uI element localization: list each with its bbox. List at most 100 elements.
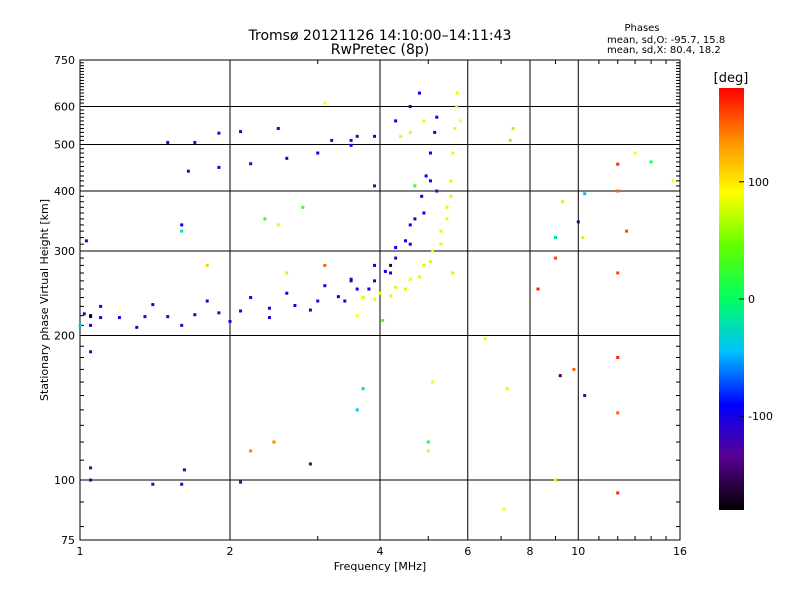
data-point [422,263,426,267]
data-point [349,277,353,281]
y-tick-label: 600 [54,101,75,114]
data-point [249,449,253,453]
stats-x-line: mean, sd,X: 80.4, 18.2 [607,45,721,56]
data-point [381,318,385,322]
data-point [581,236,585,240]
data-point [399,134,403,138]
data-point [576,220,580,224]
data-point [616,411,620,415]
data-point [455,105,459,109]
data-point [505,387,509,391]
data-point [117,316,121,320]
data-point [583,394,587,398]
data-point [308,462,312,466]
data-point [285,156,289,160]
data-point [451,271,455,275]
data-point [361,296,365,300]
data-point [511,126,515,130]
data-point [367,287,371,291]
x-tick-label: 10 [571,545,585,558]
data-point [426,449,430,453]
data-point [422,211,426,215]
data-point [553,256,557,260]
data-point [449,179,453,183]
data-point [439,242,443,246]
data-point [616,355,620,359]
axis-ticks: 1 2 4 6 8 10 16 75 100 200 300 400 500 600 750 [54,54,687,558]
data-point [349,138,353,142]
data-point [84,239,88,243]
data-point [272,440,276,444]
colorbar-label: [deg] [714,71,749,86]
y-tick-label: 750 [54,54,75,67]
y-tick-label: 200 [54,330,75,343]
data-point [151,303,155,307]
data-point [180,223,184,227]
data-point [182,468,186,472]
data-point [355,134,359,138]
data-point [616,189,620,193]
data-point [502,507,506,511]
data-point [394,246,398,250]
data-point [267,306,271,310]
data-point [99,304,103,308]
colorbar: 100 0 -100 [719,88,773,510]
data-point [323,263,327,267]
data-point [193,140,197,144]
chart-title: Tromsø 20121126 14:10:00–14:11:43 [248,28,512,44]
data-point [293,303,297,307]
data-point [349,143,353,147]
chart-subtitle: RwPretec (8p) [331,42,429,58]
data-point [249,296,253,300]
data-point [323,284,327,288]
data-point [361,387,365,391]
stats-o-line: mean, sd,O: -95.7, 15.8 [607,35,725,46]
data-point [583,192,587,196]
data-point [633,151,637,155]
data-point [217,131,221,135]
data-point [417,91,421,95]
colorbar-tick-label: 0 [748,293,755,306]
data-point [301,205,305,209]
data-point [249,162,253,166]
data-point [355,287,359,291]
data-point [553,478,557,482]
stats-heading: Phases [624,23,659,34]
data-point [408,130,412,134]
y-tick-label: 400 [54,185,75,198]
data-point [616,491,620,495]
data-point [186,169,190,173]
data-point [239,480,243,484]
data-point [671,179,675,183]
x-tick-label: 6 [464,545,471,558]
data-point [228,319,232,323]
data-point [205,299,209,303]
data-point [403,287,407,291]
data-point [413,217,417,221]
data-point [373,297,377,301]
data-point [428,179,432,183]
data-point [89,314,93,318]
data-point [649,160,653,164]
data-point [89,350,93,354]
data-point [285,271,289,275]
y-tick-label: 500 [54,139,75,152]
data-point [135,325,139,329]
data-point [389,294,393,298]
data-point [323,101,327,105]
data-point [151,482,155,486]
data-point [435,115,439,119]
data-point [428,260,432,264]
data-point [403,239,407,243]
data-point [389,263,393,267]
data-point [316,151,320,155]
data-point [451,151,455,155]
data-point [453,126,457,130]
data-point [428,151,432,155]
data-point [336,295,340,299]
data-point [89,478,93,482]
data-point [458,119,462,123]
data-point [616,162,620,166]
data-point [625,229,629,233]
